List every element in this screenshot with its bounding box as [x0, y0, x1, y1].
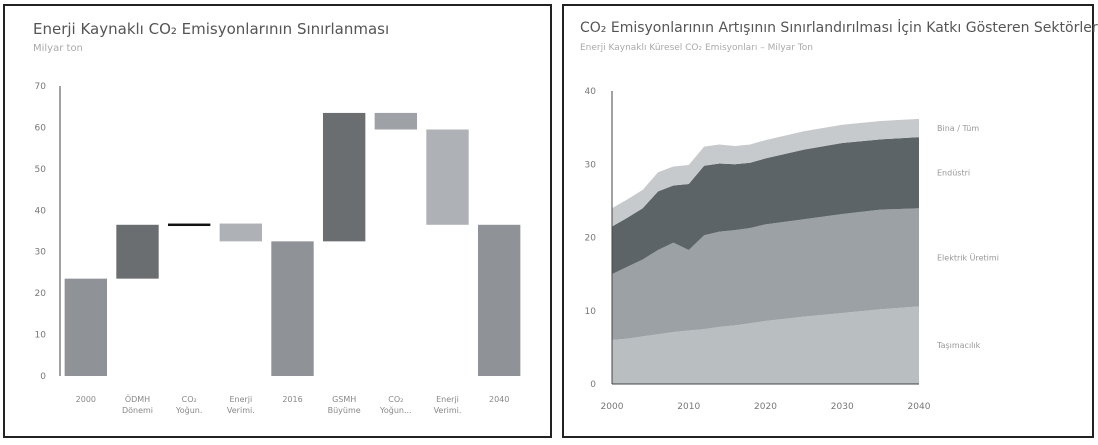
series-label: Bina / Tüm — [937, 124, 979, 133]
waterfall-bar — [477, 224, 521, 376]
waterfall-bar — [167, 223, 211, 227]
x-tick-label: 2010 — [677, 402, 700, 412]
y-tick-label: 50 — [35, 165, 47, 175]
waterfall-bar — [64, 278, 108, 376]
y-tick-label: 0 — [590, 380, 596, 390]
x-tick-label: 2000 — [76, 395, 96, 404]
waterfall-bar — [374, 112, 418, 130]
chart-subtitle: Enerji Kaynaklı Küresel CO₂ Emisyonları … — [580, 43, 813, 53]
x-tick-label: 2016 — [282, 395, 302, 404]
area-series — [612, 306, 919, 384]
waterfall-bar — [271, 241, 314, 376]
x-tick-label: CO₂ — [182, 395, 197, 404]
y-tick-label: 40 — [585, 87, 597, 97]
area-series — [612, 208, 919, 341]
waterfall-bar — [322, 112, 366, 242]
x-tick-label: Enerji — [229, 395, 252, 404]
series-label: Taşımacılık — [936, 341, 981, 350]
x-tick-label: Yoğun... — [379, 406, 412, 415]
y-tick-label: 40 — [35, 206, 47, 216]
x-tick-label: Verimi. — [434, 406, 462, 415]
series-label: Elektrik Üretimi — [937, 252, 999, 262]
y-tick-label: 0 — [40, 372, 46, 382]
x-tick-label: GSMH — [332, 395, 356, 404]
chart-title: Enerji Kaynaklı CO₂ Emisyonlarının Sınır… — [33, 20, 390, 38]
y-tick-label: 20 — [585, 234, 597, 244]
x-tick-label: Enerji — [436, 395, 459, 404]
area-series — [612, 118, 919, 227]
waterfall-bar — [219, 223, 263, 242]
area-chart-panel: CO₂ Emisyonlarının Artışının Sınırlandır… — [562, 4, 1098, 438]
series-label: Endüstri — [937, 169, 970, 178]
y-tick-label: 70 — [35, 82, 47, 92]
waterfall-chart: 0 10 20 30 40 50 60 70 2000 ÖDMH Dönemi CO₂ Yoğun. En… — [35, 82, 521, 415]
waterfall-bar — [426, 129, 469, 225]
y-tick-label: 30 — [585, 160, 597, 170]
y-tick-label: 60 — [35, 123, 47, 133]
x-tick-label: Yoğun. — [175, 406, 202, 415]
x-tick-label: ÖDMH — [125, 394, 150, 404]
chart-subtitle: Milyar ton — [33, 43, 83, 54]
y-tick-label: 30 — [35, 248, 47, 258]
x-tick-label: Dönemi — [122, 406, 153, 415]
x-tick-label: 2040 — [489, 395, 509, 404]
y-tick-label: 20 — [35, 289, 47, 299]
x-tick-label: 2040 — [908, 402, 931, 412]
x-tick-label: Verimi. — [227, 406, 255, 415]
waterfall-bar — [116, 224, 159, 279]
x-tick-label: 2030 — [831, 402, 854, 412]
x-tick-label: Büyüme — [328, 406, 361, 415]
waterfall-chart-panel: Enerji Kaynaklı CO₂ Emisyonlarının Sınır… — [3, 4, 552, 438]
y-tick-label: 10 — [585, 307, 597, 317]
x-tick-label: 2020 — [754, 402, 777, 412]
y-tick-label: 10 — [35, 331, 47, 341]
area-chart: Taşımacılık Elektrik Üretimi Endüstri Bina … — [585, 87, 999, 412]
x-tick-label: CO₂ — [388, 395, 403, 404]
chart-title: CO₂ Emisyonlarının Artışının Sınırlandır… — [580, 20, 1098, 36]
area-series — [612, 137, 919, 275]
x-tick-label: 2000 — [601, 402, 624, 412]
